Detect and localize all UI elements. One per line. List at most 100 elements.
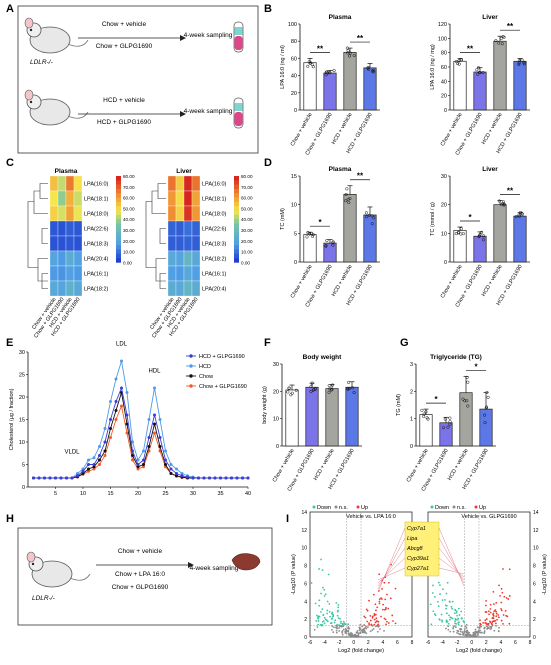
data-point (486, 395, 490, 399)
gene-point (478, 631, 481, 634)
scale-swatch (116, 253, 121, 259)
legend-marker (189, 354, 193, 358)
gene-point (318, 604, 321, 607)
series-point (76, 474, 79, 478)
data-point (372, 70, 376, 74)
category-label: HCD + vehicle (331, 112, 354, 146)
y-tick-label: 2 (533, 617, 536, 623)
bar (493, 40, 507, 111)
dendrogram-branch (33, 190, 48, 214)
data-point (424, 410, 428, 414)
scale-swatch (234, 188, 239, 194)
data-point (290, 391, 294, 395)
data-point (365, 215, 369, 219)
y-tick-label: 80 (291, 39, 297, 45)
data-point (425, 416, 429, 420)
heatmap-cell (183, 220, 193, 237)
row-label: LPA(16:0) (84, 182, 109, 188)
gene-point (387, 581, 390, 584)
gene-label: Lipa (407, 536, 417, 542)
heatmap-cell (73, 175, 83, 192)
heatmap-cell (175, 205, 185, 222)
heatmap-cell (65, 220, 75, 237)
series-point (153, 422, 156, 426)
gene-point (339, 617, 341, 620)
gene-point (389, 597, 392, 600)
legend-label: n.s. (339, 505, 348, 511)
series-point (224, 476, 228, 480)
data-point (477, 70, 482, 75)
gene-point (338, 624, 340, 626)
y-tick-label: 10 (301, 546, 307, 552)
series-point (147, 418, 151, 421)
gene-point (437, 581, 440, 584)
x-tick-label: 25 (162, 491, 168, 497)
gene-point (364, 616, 367, 619)
y-tick-label: 20 (441, 203, 447, 209)
scale-swatch (116, 240, 121, 246)
x-tick-label: -2 (337, 640, 342, 646)
heatmap-cell (175, 265, 185, 282)
series-line (33, 386, 248, 479)
gene-point (392, 620, 394, 622)
series-point (169, 467, 173, 471)
gene-point (487, 624, 490, 627)
gene-point (464, 625, 467, 628)
gene-point (491, 624, 494, 627)
y-tick-label: 12 (533, 528, 539, 534)
heatmap-cell (65, 235, 75, 252)
arm-label: HCD + GLPG1690 (97, 119, 151, 126)
connector-line (438, 527, 465, 587)
y-tick-label: 120 (438, 22, 447, 28)
gene-point (502, 614, 505, 616)
significance-label: ** (507, 22, 514, 31)
legend-marker (189, 374, 193, 378)
gene-point (394, 622, 397, 625)
gene-point (345, 630, 348, 633)
gene-point (333, 621, 336, 624)
y-tick-label: 8 (304, 564, 307, 570)
gene-point (489, 608, 492, 610)
gene-point (508, 595, 511, 597)
y-tick-label: 20 (273, 389, 279, 395)
data-point (308, 232, 312, 236)
bar (325, 388, 339, 447)
gene-point (459, 628, 462, 630)
gene-point (453, 625, 456, 627)
bar (473, 235, 487, 263)
gene-point (474, 628, 477, 631)
series-point (48, 476, 52, 480)
data-point (325, 238, 329, 243)
gene-point (313, 628, 316, 631)
data-point (371, 68, 375, 72)
dendrogram-branch (145, 201, 156, 268)
data-point (350, 386, 355, 390)
panel-letter-e: E (6, 337, 13, 349)
data-point (327, 384, 331, 388)
series-point (87, 467, 90, 471)
gene-point (493, 629, 496, 632)
data-point (448, 420, 452, 424)
heatmap-cell (191, 190, 201, 207)
gene-point (358, 629, 361, 631)
gene-point (321, 623, 324, 626)
chart-title: Liver (482, 14, 498, 21)
gene-point (463, 628, 466, 630)
gene-point (328, 603, 331, 605)
significance-label: ** (317, 44, 324, 53)
scale-swatch (116, 258, 121, 263)
y-tick-label: 0 (294, 108, 297, 114)
gene-point (507, 598, 510, 600)
gene-point (371, 624, 374, 627)
data-point (364, 211, 368, 215)
series-point (164, 449, 167, 453)
data-point (325, 70, 329, 74)
gene-point (441, 620, 443, 623)
gene-point (371, 617, 374, 619)
gene-point (457, 607, 460, 610)
gene-point (347, 630, 349, 633)
series-point (98, 463, 101, 466)
data-point (305, 235, 309, 239)
y-tick-label: 0 (294, 260, 297, 266)
gene-point (323, 622, 326, 625)
